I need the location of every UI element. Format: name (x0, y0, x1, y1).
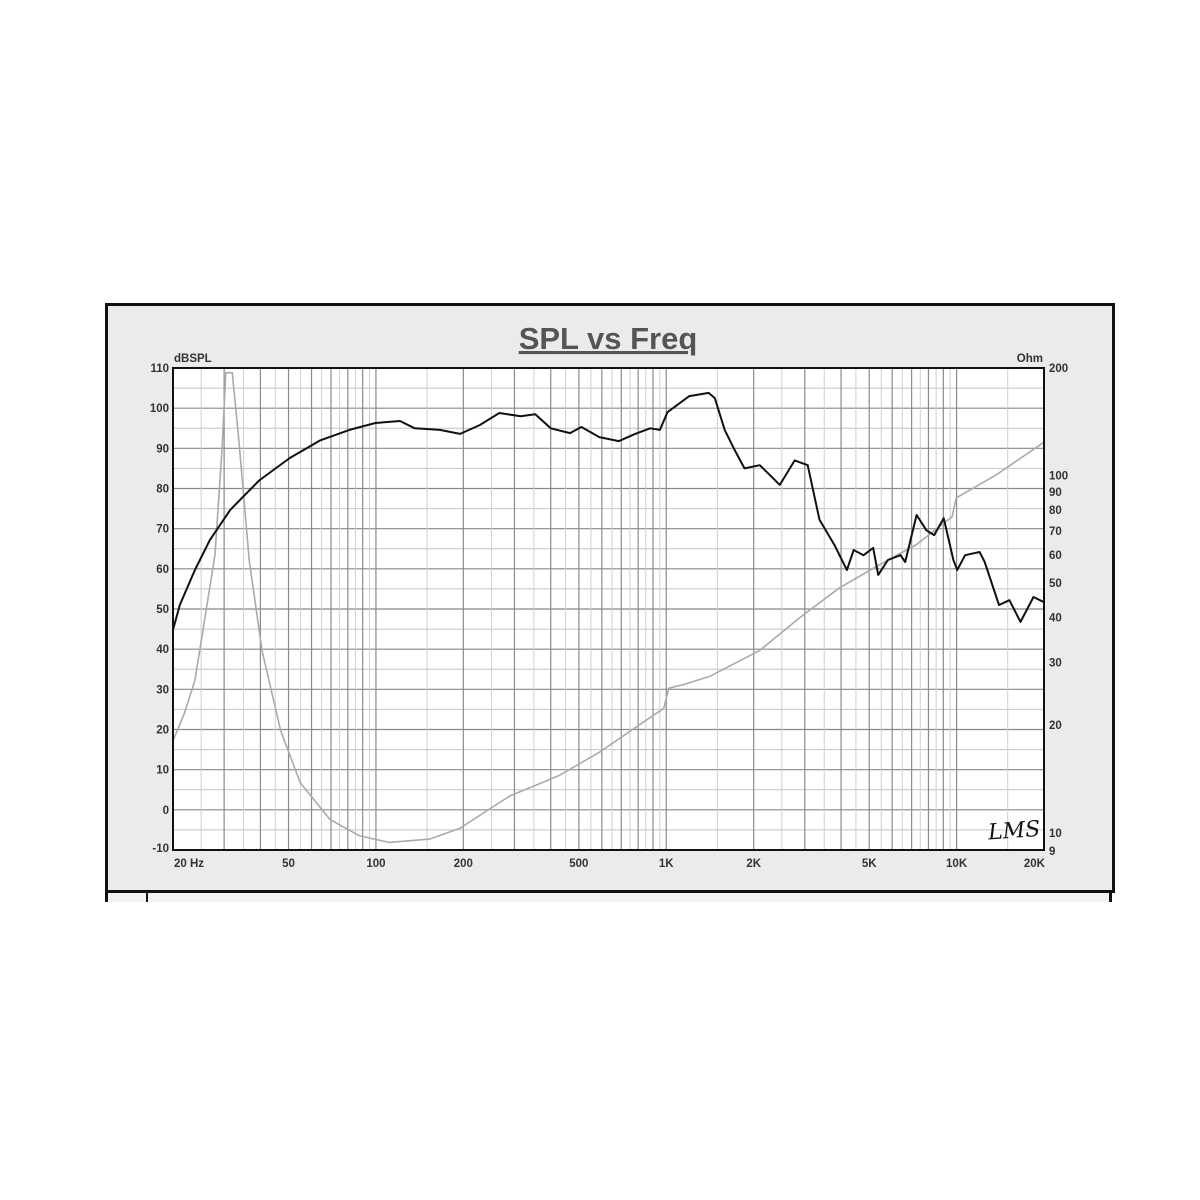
y-right-tick-label: 80 (1049, 505, 1062, 517)
spl-curve (172, 391, 1045, 631)
frame-edge (105, 890, 108, 902)
x-tick-label: 50 (282, 858, 295, 870)
y-right-tick-label: 60 (1049, 550, 1062, 562)
x-tick-label: 1K (659, 858, 674, 870)
x-tick-label: 20K (1024, 858, 1046, 870)
y-left-tick-label: 70 (156, 524, 169, 536)
y-right-tick-label: 100 (1049, 471, 1068, 483)
y-left-tick-label: 20 (156, 725, 169, 737)
x-tick-label: 20 Hz (174, 858, 204, 870)
y-left-tick-label: 40 (156, 644, 169, 656)
y-right-tick-label: 30 (1049, 657, 1062, 669)
y-right-tick-label: 10 (1049, 828, 1062, 840)
x-tick-label: 100 (366, 858, 385, 870)
plot-border (172, 367, 1045, 851)
y-right-tick-label: 70 (1049, 526, 1062, 538)
y-right-label: Ohm (1017, 353, 1043, 365)
y-left-tick-label: 30 (156, 684, 169, 696)
y-right-tick-label: 9 (1049, 846, 1055, 858)
lms-logo: LMS (986, 817, 1041, 846)
y-left-tick-label: 0 (163, 805, 169, 817)
y-left-tick-label: 110 (150, 363, 169, 375)
y-right-tick-label: 20 (1049, 720, 1062, 732)
chart-title: SPL vs Freq (519, 321, 698, 356)
y-left-tick-label: 60 (156, 564, 169, 576)
y-left-tick-label: 50 (156, 604, 169, 616)
y-right-tick-label: 40 (1049, 613, 1062, 625)
y-left-tick-label: 80 (156, 484, 169, 496)
y-right-tick-label: 90 (1049, 487, 1062, 499)
x-tick-label: 5K (862, 858, 877, 870)
x-tick-label: 10K (946, 858, 968, 870)
frame-edge (1109, 890, 1112, 902)
y-right-tick-label: 200 (1049, 363, 1068, 375)
y-left-tick-label: 90 (156, 443, 169, 455)
x-tick-label: 200 (454, 858, 473, 870)
x-tick-label: 2K (746, 858, 761, 870)
y-left-tick-label: -10 (152, 843, 169, 855)
y-right-tick-label: 50 (1049, 578, 1062, 590)
frame-tick (146, 890, 148, 902)
impedance-curve (172, 371, 1045, 844)
y-left-label: dBSPL (174, 353, 212, 365)
y-left-tick-label: 10 (156, 765, 169, 777)
y-left-tick-label: 100 (150, 403, 169, 415)
x-tick-label: 500 (569, 858, 588, 870)
frame-bottom-strip (108, 893, 1109, 902)
